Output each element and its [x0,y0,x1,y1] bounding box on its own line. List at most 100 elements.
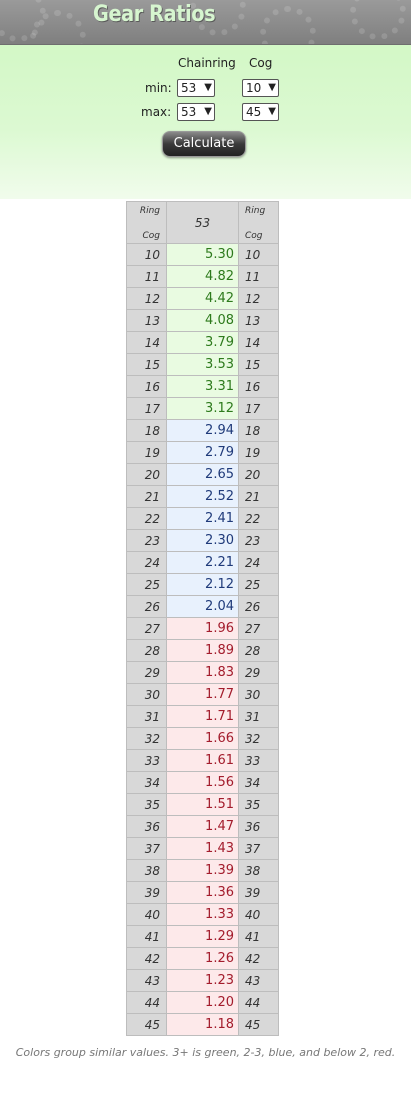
ratio-cell: 1.83 [166,661,239,684]
cog-cell-right: 39 [238,881,279,904]
cog-cell-right: 13 [238,309,279,332]
cog-cell-right: 22 [238,507,279,530]
cog-cell-left: 23 [126,529,167,552]
cog-cell-left: 18 [126,419,167,442]
ratio-cell: 1.47 [166,815,239,838]
table-row: 35 1.51 35 [126,793,279,816]
max-chainring-select[interactable]: 53 ▼ [177,103,215,121]
cog-cell-right: 29 [238,661,279,684]
cog-cell-right: 11 [238,265,279,288]
ratio-cell: 2.30 [166,529,239,552]
ratio-cell: 1.23 [166,969,239,992]
max-chainring-value: 53 [181,105,197,119]
chainring-column-label: Chainring [178,56,236,70]
ratio-cell: 2.79 [166,441,239,464]
cog-label: Cog [142,231,160,241]
gear-ratio-table: Ring Cog 53 Ring Cog 10 5.30 10 11 4.82 11 12 4… [126,201,279,1036]
ratio-cell: 3.31 [166,375,239,398]
table-row: 17 3.12 17 [126,397,279,420]
table-row: 36 1.47 36 [126,815,279,838]
gear-decoration-icon [30,10,86,44]
cog-cell-left: 15 [126,353,167,376]
ratio-cell: 1.29 [166,925,239,948]
cog-cell-left: 28 [126,639,167,662]
ratio-cell: 2.65 [166,463,239,486]
ratio-cell: 1.18 [166,1013,239,1036]
cog-cell-right: 20 [238,463,279,486]
ratio-cell: 1.89 [166,639,239,662]
cog-cell-right: 38 [238,859,279,882]
ratio-cell: 1.71 [166,705,239,728]
min-chainring-value: 53 [181,81,197,95]
page-title: Gear Ratios [93,2,216,27]
cog-cell-right: 44 [238,991,279,1014]
ratio-cell: 2.41 [166,507,239,530]
min-chainring-select[interactable]: 53 ▼ [177,79,215,97]
cog-cell-right: 33 [238,749,279,772]
gear-decoration-icon [260,6,316,44]
table-row: 18 2.94 18 [126,419,279,442]
min-label: min: [145,81,172,95]
cog-cell-left: 32 [126,727,167,750]
table-row: 14 3.79 14 [126,331,279,354]
cog-cell-left: 44 [126,991,167,1014]
table-row: 29 1.83 29 [126,661,279,684]
cog-cell-left: 40 [126,903,167,926]
min-cog-select[interactable]: 10 ▼ [242,79,279,97]
table-row: 22 2.41 22 [126,507,279,530]
cog-cell-right: 17 [238,397,279,420]
cog-cell-right: 45 [238,1013,279,1036]
max-label: max: [141,105,172,119]
cog-cell-left: 42 [126,947,167,970]
max-cog-select[interactable]: 45 ▼ [242,103,279,121]
cog-cell-right: 40 [238,903,279,926]
ratio-cell: 3.12 [166,397,239,420]
ratio-cell: 1.61 [166,749,239,772]
cog-label: Cog [245,231,263,241]
cog-cell-right: 41 [238,925,279,948]
table-row: 32 1.66 32 [126,727,279,750]
cog-cell-left: 31 [126,705,167,728]
table-row: 37 1.43 37 [126,837,279,860]
color-legend-note: Colors group similar values. 3+ is green… [15,1046,396,1059]
site-header: Gear Ratios [0,0,411,45]
gear-decoration-icon [190,0,246,36]
table-row: 21 2.52 21 [126,485,279,508]
gear-decoration-icon [350,0,406,40]
cog-cell-left: 21 [126,485,167,508]
cog-cell-right: 32 [238,727,279,750]
cog-cell-right: 27 [238,617,279,640]
ratio-cell: 2.12 [166,573,239,596]
calculate-button[interactable]: Calculate [162,131,246,157]
cog-cell-left: 24 [126,551,167,574]
cog-cell-left: 25 [126,573,167,596]
ratio-cell: 2.94 [166,419,239,442]
cog-cell-left: 29 [126,661,167,684]
ring-label: Ring [245,206,266,216]
ratio-cell: 1.96 [166,617,239,640]
cog-cell-right: 24 [238,551,279,574]
chainring-header: 53 [166,201,239,244]
ratio-cell: 1.77 [166,683,239,706]
ratio-cell: 4.82 [166,265,239,288]
ring-label: Ring [139,206,160,216]
ratio-cell: 5.30 [166,243,239,266]
ratio-cell: 1.39 [166,859,239,882]
table-row: 26 2.04 26 [126,595,279,618]
table-row: 23 2.30 23 [126,529,279,552]
ratio-cell: 4.42 [166,287,239,310]
ratio-cell: 1.51 [166,793,239,816]
cog-cell-left: 26 [126,595,167,618]
table-row: 33 1.61 33 [126,749,279,772]
cog-cell-right: 31 [238,705,279,728]
ring-cog-header-left: Ring Cog [126,201,167,244]
cog-cell-right: 18 [238,419,279,442]
cog-cell-right: 43 [238,969,279,992]
ratio-cell: 3.79 [166,331,239,354]
ratio-cell: 1.43 [166,837,239,860]
table-row: 20 2.65 20 [126,463,279,486]
gear-form: Chainring Cog min: max: 53 ▼ 10 ▼ 53 ▼ 4… [0,45,411,199]
ratio-cell: 1.26 [166,947,239,970]
cog-cell-right: 12 [238,287,279,310]
table-row: 39 1.36 39 [126,881,279,904]
